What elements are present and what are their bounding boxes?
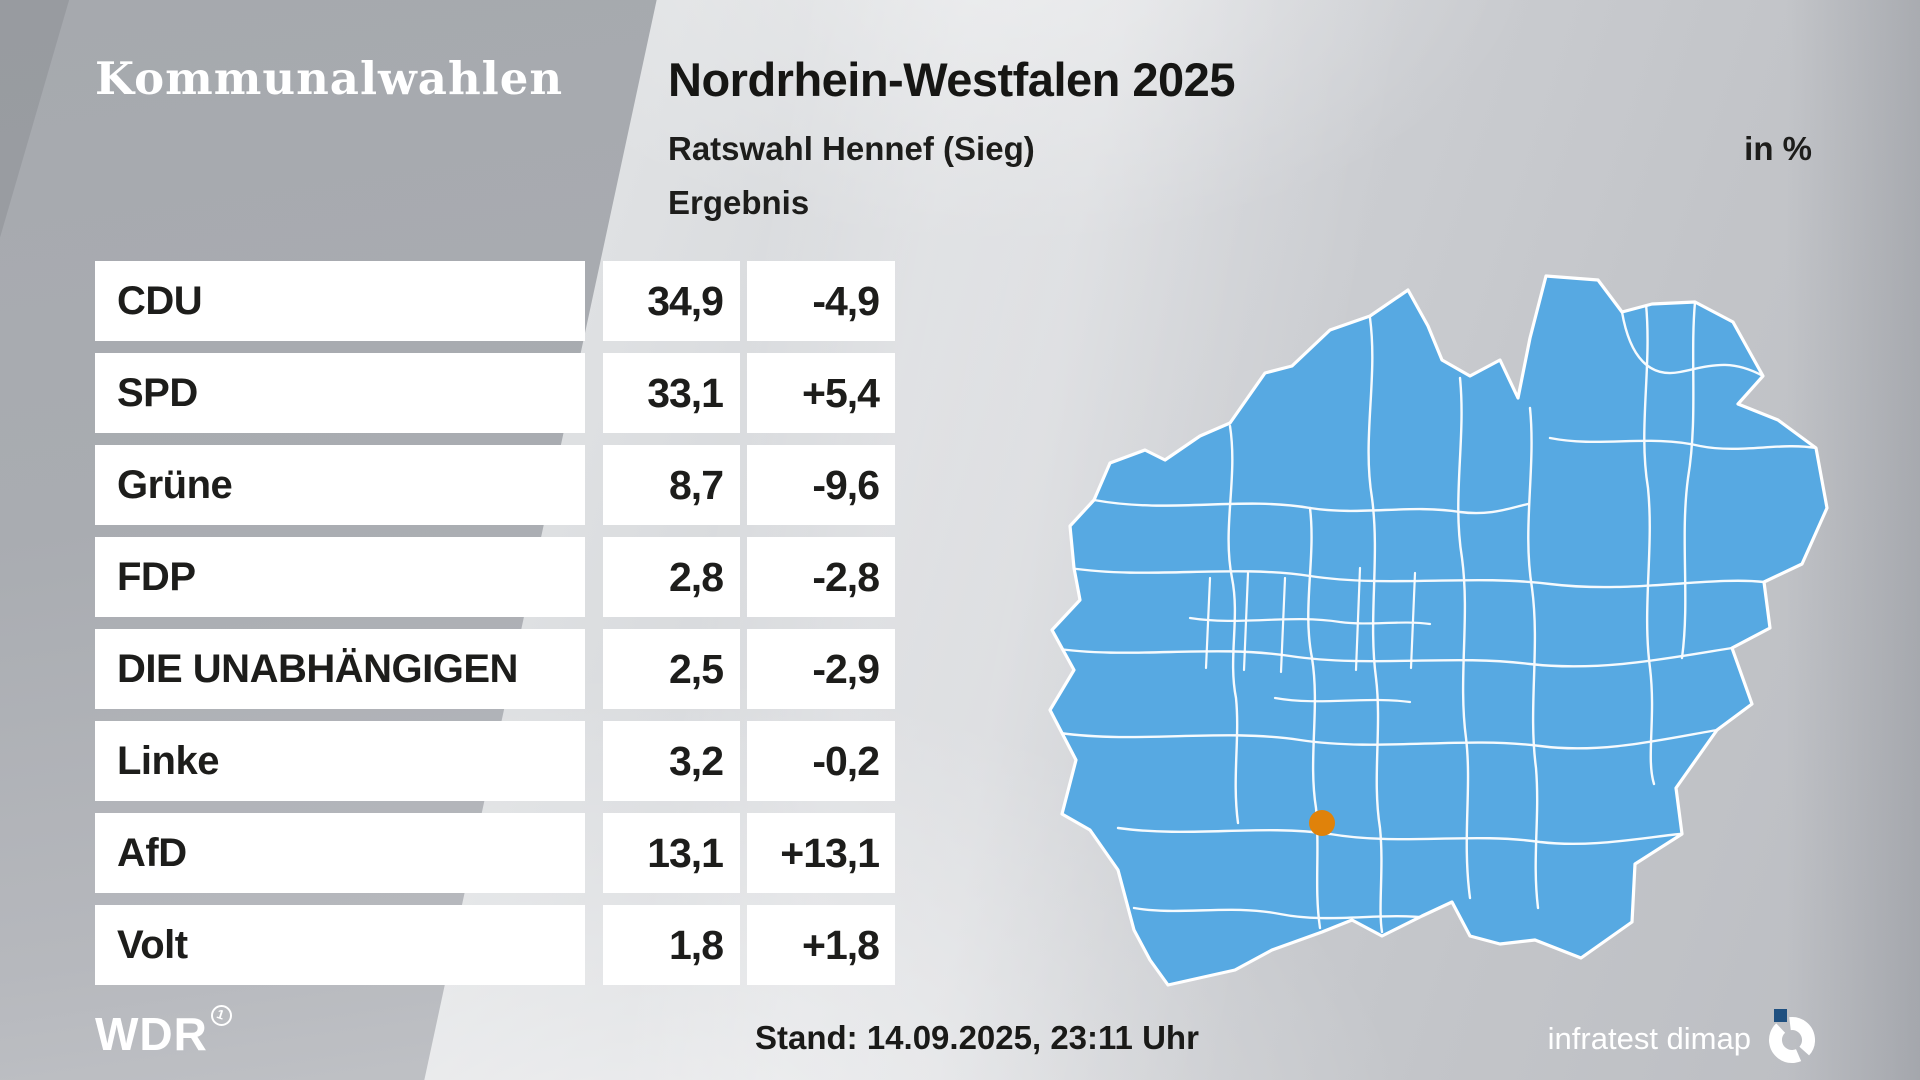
district-borders-ruhr — [1188, 566, 1432, 704]
party-change-cell: +1,8 — [747, 905, 895, 985]
hennef-marker — [1309, 810, 1335, 836]
party-change: -2,9 — [812, 645, 880, 692]
party-change: +5,4 — [802, 369, 880, 416]
party-name-cell: Linke — [95, 721, 585, 801]
party-name-cell: AfD — [95, 813, 585, 893]
table-row: Linke 3,2 -0,2 — [95, 721, 895, 801]
ard-one-icon: 1 — [210, 1005, 232, 1026]
infratest-dimap-logo-icon — [1769, 1009, 1815, 1063]
table-row: SPD 33,1 +5,4 — [95, 353, 895, 433]
party-value-cell: 8,7 — [603, 445, 740, 525]
party-change-cell: -0,2 — [747, 721, 895, 801]
party-name: CDU — [117, 278, 203, 323]
party-value-cell: 13,1 — [603, 813, 740, 893]
table-row: CDU 34,9 -4,9 — [95, 261, 895, 341]
results-table: CDU 34,9 -4,9 SPD 33,1 +5,4 Grüne — [95, 261, 895, 997]
party-value: 34,9 — [647, 277, 724, 324]
party-name: SPD — [117, 370, 198, 415]
party-value-cell: 2,8 — [603, 537, 740, 617]
party-name: AfD — [117, 830, 187, 875]
section-label: Ergebnis — [668, 184, 810, 221]
party-value: 1,8 — [669, 921, 724, 968]
party-name-cell: SPD — [95, 353, 585, 433]
party-name: Linke — [117, 738, 219, 783]
party-change: -0,2 — [812, 737, 880, 784]
unit-label: in % — [1744, 130, 1812, 167]
party-change-cell: -9,6 — [747, 445, 895, 525]
party-change: -2,8 — [812, 553, 880, 600]
party-change-cell: +13,1 — [747, 813, 895, 893]
party-value: 3,2 — [669, 737, 724, 784]
party-value-cell: 2,5 — [603, 629, 740, 709]
page-title: Nordrhein-Westfalen 2025 — [668, 53, 1235, 106]
party-value: 33,1 — [647, 369, 724, 416]
table-row: Grüne 8,7 -9,6 — [95, 445, 895, 525]
party-value: 2,5 — [669, 645, 724, 692]
table-row: AfD 13,1 +13,1 — [95, 813, 895, 893]
party-name-cell: DIE UNABHÄNGIGEN — [95, 629, 585, 709]
party-change-cell: +5,4 — [747, 353, 895, 433]
party-change: +13,1 — [780, 829, 880, 876]
wdr-logo: WDR 1 — [95, 1005, 232, 1060]
status-timestamp: Stand: 14.09.2025, 23:11 Uhr — [755, 1019, 1199, 1056]
program-kicker: Kommunalwahlen — [95, 52, 564, 105]
election-subtitle: Ratswahl Hennef (Sieg) — [668, 130, 1035, 167]
party-change: +1,8 — [802, 921, 880, 968]
wdr-logo-text: WDR — [95, 1008, 208, 1060]
district-borders — [1050, 300, 1818, 934]
party-value-cell: 3,2 — [603, 721, 740, 801]
party-value-cell: 34,9 — [603, 261, 740, 341]
party-name-cell: CDU — [95, 261, 585, 341]
source-label: infratest dimap — [1547, 1020, 1751, 1056]
table-row: DIE UNABHÄNGIGEN 2,5 -2,9 — [95, 629, 895, 709]
party-change-cell: -4,9 — [747, 261, 895, 341]
party-name-cell: Volt — [95, 905, 585, 985]
party-change: -9,6 — [812, 461, 880, 508]
party-value: 13,1 — [647, 829, 724, 876]
party-change: -4,9 — [812, 277, 880, 324]
party-value-cell: 1,8 — [603, 905, 740, 985]
party-change-cell: -2,8 — [747, 537, 895, 617]
party-change-cell: -2,9 — [747, 629, 895, 709]
state-shape — [1048, 274, 1829, 987]
source-attribution: infratest dimap — [1548, 1008, 1815, 1068]
party-name-cell: Grüne — [95, 445, 585, 525]
table-row: Volt 1,8 +1,8 — [95, 905, 895, 985]
party-name: FDP — [117, 554, 196, 599]
table-row: FDP 2,8 -2,8 — [95, 537, 895, 617]
party-name-cell: FDP — [95, 537, 585, 617]
party-name: Grüne — [117, 462, 233, 507]
party-value: 2,8 — [669, 553, 724, 600]
party-name: Volt — [117, 922, 188, 967]
party-value: 8,7 — [669, 461, 724, 508]
nrw-map-svg — [1048, 274, 1829, 987]
party-name: DIE UNABHÄNGIGEN — [117, 646, 518, 691]
nrw-map — [1030, 268, 1830, 988]
party-value-cell: 33,1 — [603, 353, 740, 433]
